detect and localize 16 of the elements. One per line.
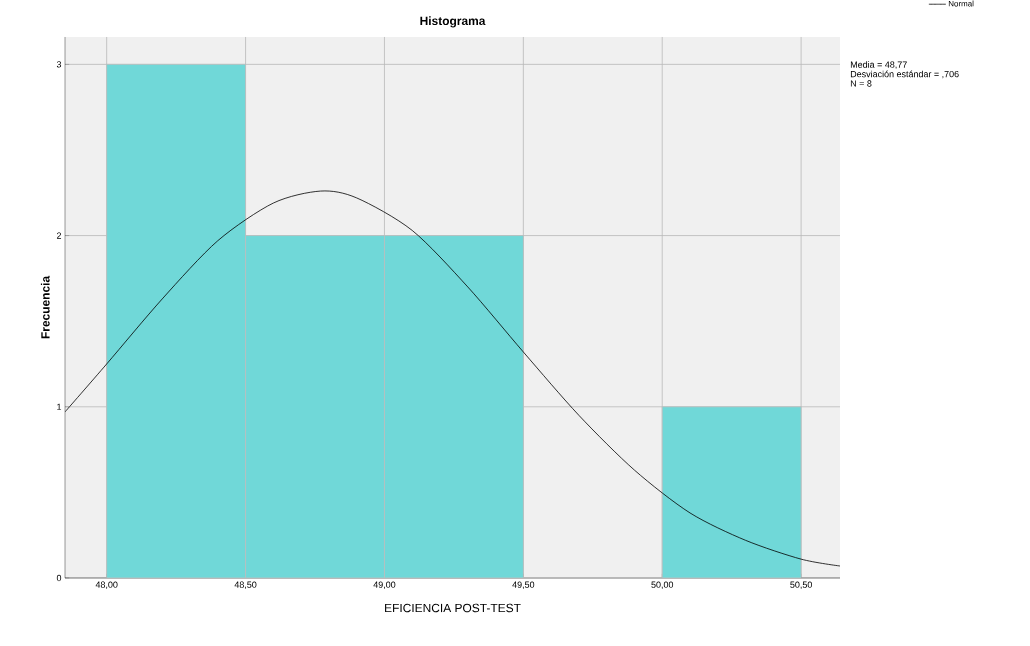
y-tick-label: 3: [56, 61, 62, 68]
x-tick-label: 50,00: [651, 581, 674, 589]
x-tick-label: 48,50: [234, 581, 257, 589]
chart-title: Histograma: [420, 16, 486, 28]
y-axis-title: Frecuencia: [40, 275, 50, 339]
x-tick-label: 48,00: [95, 581, 118, 589]
text: Media = 48,77: [850, 61, 907, 69]
y-tick-label: 1: [57, 403, 62, 410]
x-tick-label: 50,50: [790, 581, 812, 589]
x-axis-title: EFICIENCIA POST-TEST: [385, 603, 521, 613]
y-tick-label: 2: [56, 232, 62, 239]
y-tick-label: 0: [56, 574, 62, 582]
x-tick-label: 49,50: [512, 581, 535, 589]
x-tick-label: 49,00: [373, 581, 396, 589]
text: N = 8: [850, 80, 872, 87]
text: Desviación estándar = ,706: [850, 70, 959, 79]
